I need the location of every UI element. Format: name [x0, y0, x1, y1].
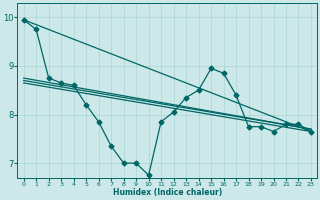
X-axis label: Humidex (Indice chaleur): Humidex (Indice chaleur) [113, 188, 222, 197]
